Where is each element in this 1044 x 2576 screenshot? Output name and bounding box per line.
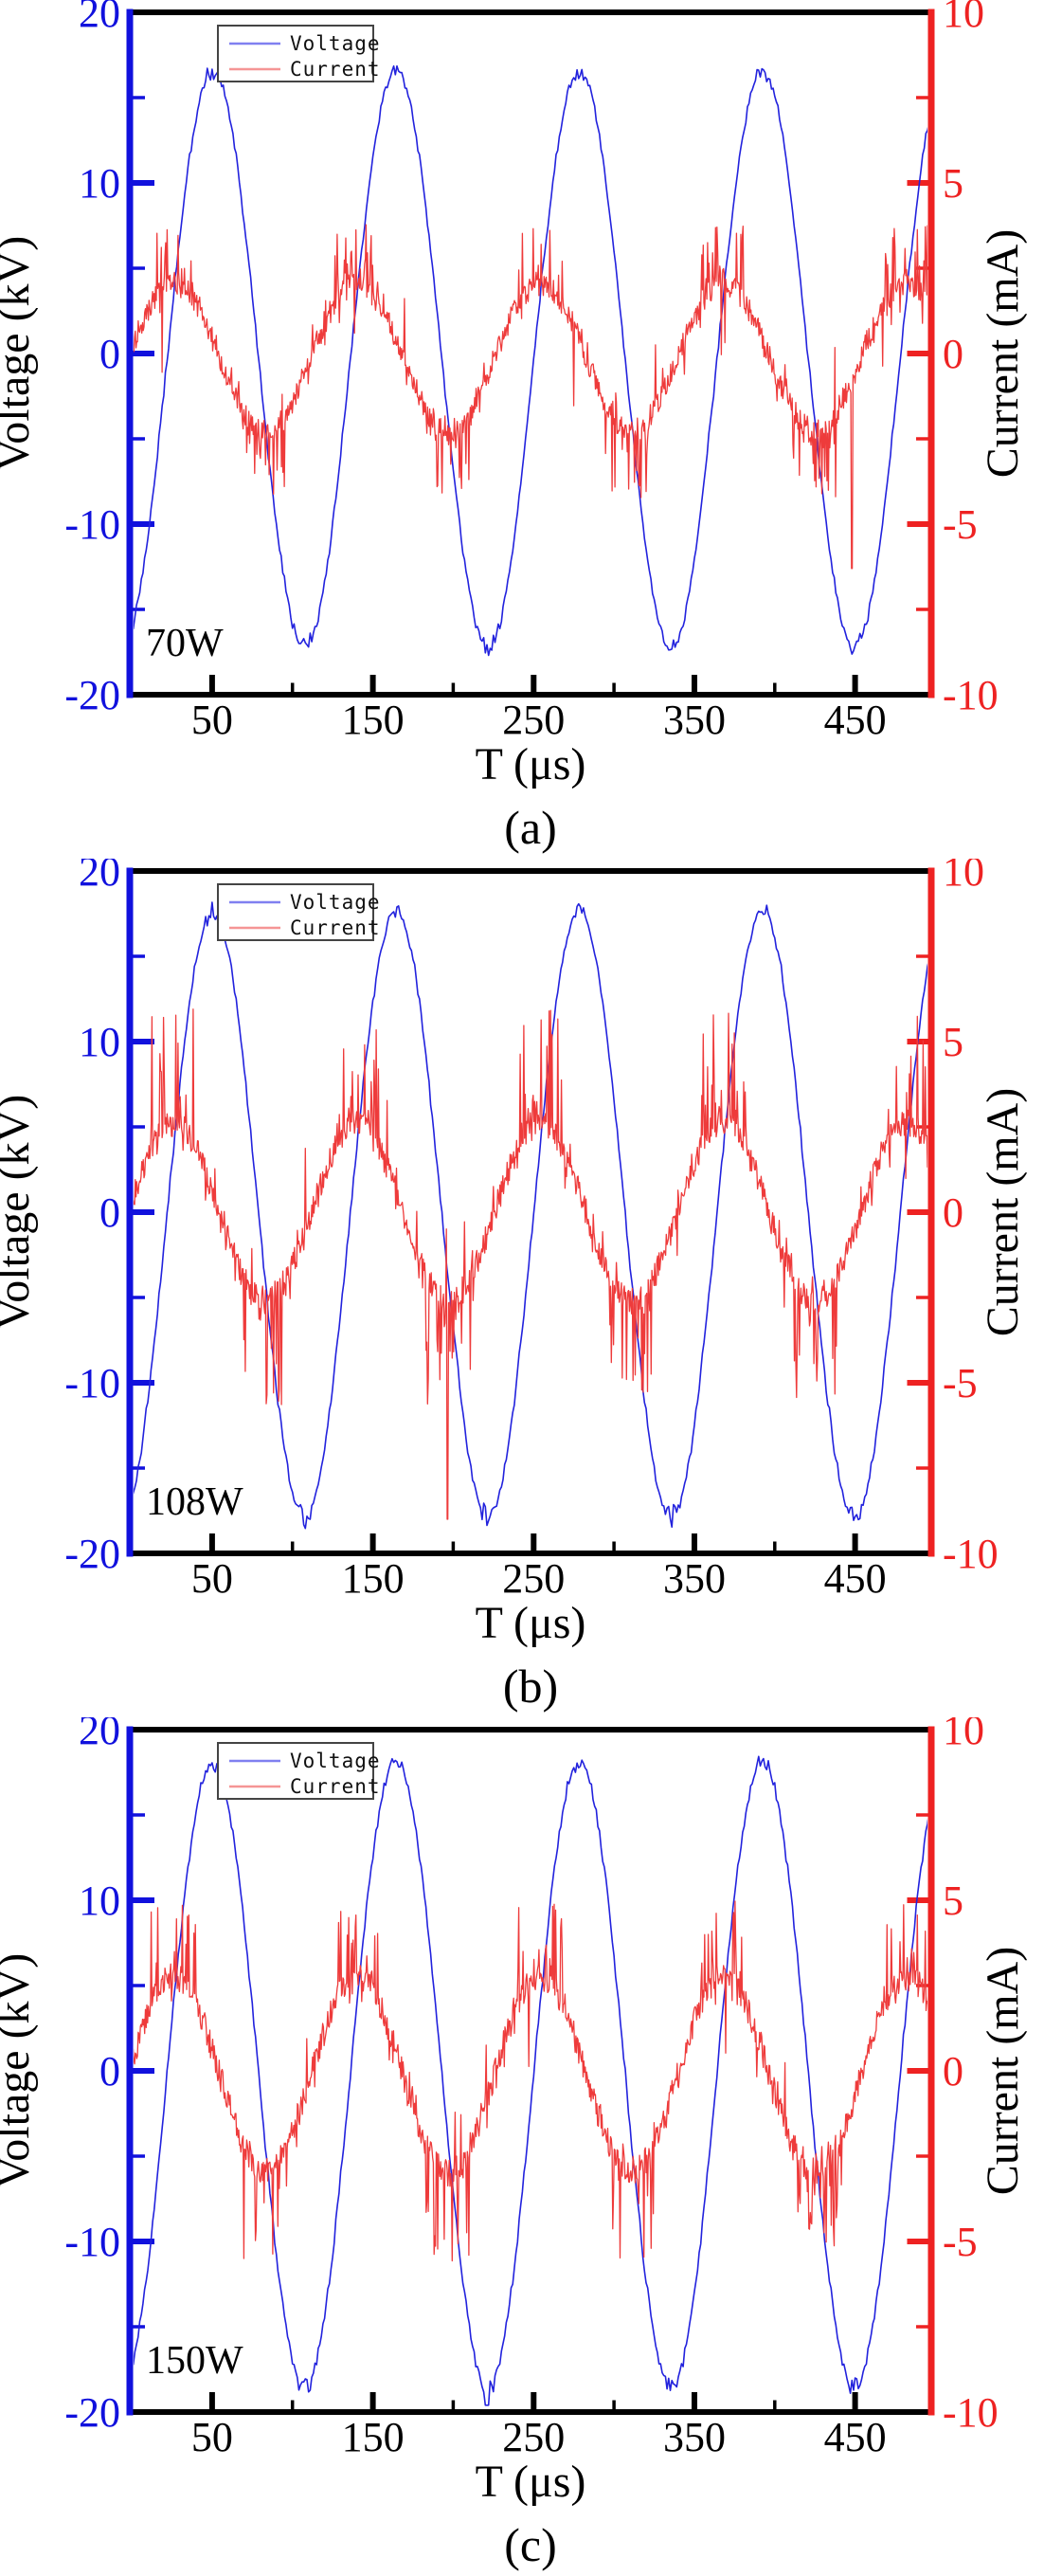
y-right-tick-label: 0 bbox=[943, 2048, 963, 2095]
panel-c: 20 10 0 -10 -20 10 5 0 -5 -10 50 150 250 350 450 Voltag… bbox=[0, 1717, 1044, 2576]
y-right-tick-label: -5 bbox=[943, 501, 978, 548]
y-left-axis-title: Voltage (kV) bbox=[0, 236, 39, 471]
x-tick-label: 50 bbox=[191, 2414, 233, 2460]
y-left-tick-label: 10 bbox=[79, 1878, 120, 1924]
current-trace bbox=[134, 224, 927, 570]
y-left-tick-label: 10 bbox=[79, 160, 120, 207]
y-left-tick-label: -20 bbox=[64, 2389, 120, 2436]
legend-box bbox=[217, 25, 374, 82]
x-tick-label: 450 bbox=[824, 1555, 887, 1602]
x-tick-label: 50 bbox=[191, 1555, 233, 1602]
panel-b: 20 10 0 -10 -20 10 5 0 -5 -10 50 150 250 350 450 Voltag… bbox=[0, 859, 1044, 1717]
x-tick-label: 150 bbox=[342, 1555, 405, 1602]
voltage-trace bbox=[134, 901, 927, 1530]
legend: Voltage Current bbox=[217, 1742, 381, 1800]
y-left-tick-label: 20 bbox=[79, 0, 120, 36]
x-tick-label: 150 bbox=[342, 697, 405, 743]
y-left-tick-label: 20 bbox=[79, 859, 120, 895]
y-right-tick-label: -10 bbox=[943, 672, 999, 718]
y-right-tick-label: 10 bbox=[943, 859, 984, 895]
x-tick-label: 50 bbox=[191, 697, 233, 743]
voltage-trace bbox=[134, 1755, 927, 2406]
x-tick-label: 250 bbox=[502, 697, 565, 743]
legend-box bbox=[217, 883, 374, 941]
x-tick-label: 450 bbox=[824, 2414, 887, 2460]
current-trace bbox=[134, 1008, 927, 1520]
legend-box bbox=[217, 1742, 374, 1800]
y-left-axis-title: Voltage (kV) bbox=[0, 1953, 39, 2188]
y-right-tick-label: 10 bbox=[943, 1717, 984, 1753]
y-right-tick-label: 5 bbox=[943, 160, 963, 207]
legend-current-label: Current bbox=[290, 58, 381, 81]
y-right-tick-label: -5 bbox=[943, 2219, 978, 2265]
power-label: 150W bbox=[146, 2339, 243, 2383]
current-trace bbox=[134, 1900, 927, 2262]
y-right-tick-label: 10 bbox=[943, 0, 984, 36]
y-right-tick-label: 0 bbox=[943, 1189, 963, 1236]
legend-voltage-label: Voltage bbox=[290, 32, 381, 55]
legend-current-label: Current bbox=[290, 1775, 381, 1798]
y-left-tick-label: 0 bbox=[99, 331, 120, 377]
panel-caption: (b) bbox=[503, 1660, 558, 1713]
legend-voltage-label: Voltage bbox=[290, 891, 381, 914]
y-right-tick-label: -10 bbox=[943, 2389, 999, 2436]
y-left-tick-label: 0 bbox=[99, 2048, 120, 2095]
y-right-tick-label: 5 bbox=[943, 1878, 963, 1924]
y-left-tick-label: 10 bbox=[79, 1019, 120, 1065]
y-left-axis-title: Voltage (kV) bbox=[0, 1095, 39, 1330]
y-left-tick-label: -10 bbox=[64, 2219, 120, 2265]
x-axis-title: T (μs) bbox=[476, 2457, 586, 2507]
x-tick-label: 250 bbox=[502, 1555, 565, 1602]
x-tick-label: 150 bbox=[342, 2414, 405, 2460]
legend: Voltage Current bbox=[217, 25, 381, 82]
y-left-tick-label: -10 bbox=[64, 501, 120, 548]
power-label: 70W bbox=[146, 622, 224, 665]
y-right-axis-title: Current (mA) bbox=[978, 1088, 1028, 1337]
panel-a: 20 10 0 -10 -20 10 5 0 -5 -10 50 150 250 350 450 Voltag… bbox=[0, 0, 1044, 859]
x-tick-label: 350 bbox=[663, 697, 726, 743]
x-axis-title: T (μs) bbox=[476, 1598, 586, 1648]
x-tick-label: 350 bbox=[663, 2414, 726, 2460]
panel-caption: (a) bbox=[504, 801, 557, 854]
y-left-tick-label: 20 bbox=[79, 1717, 120, 1753]
y-left-tick-label: 0 bbox=[99, 1189, 120, 1236]
x-tick-label: 350 bbox=[663, 1555, 726, 1602]
y-right-axis-title: Current (mA) bbox=[978, 1947, 1028, 2196]
y-right-tick-label: 5 bbox=[943, 1019, 963, 1065]
y-left-tick-label: -20 bbox=[64, 1531, 120, 1577]
x-tick-label: 250 bbox=[502, 2414, 565, 2460]
voltage-trace bbox=[134, 64, 927, 657]
y-left-tick-label: -20 bbox=[64, 672, 120, 718]
panel-caption: (c) bbox=[504, 2518, 557, 2571]
power-label: 108W bbox=[146, 1480, 243, 1524]
y-right-tick-label: -5 bbox=[943, 1360, 978, 1406]
legend-current-label: Current bbox=[290, 916, 381, 939]
y-right-axis-title: Current (mA) bbox=[978, 229, 1028, 479]
y-left-tick-label: -10 bbox=[64, 1360, 120, 1406]
x-axis-title: T (μs) bbox=[476, 739, 586, 789]
x-tick-label: 450 bbox=[824, 697, 887, 743]
legend-voltage-label: Voltage bbox=[290, 1750, 381, 1772]
y-right-tick-label: 0 bbox=[943, 331, 963, 377]
y-right-tick-label: -10 bbox=[943, 1531, 999, 1577]
